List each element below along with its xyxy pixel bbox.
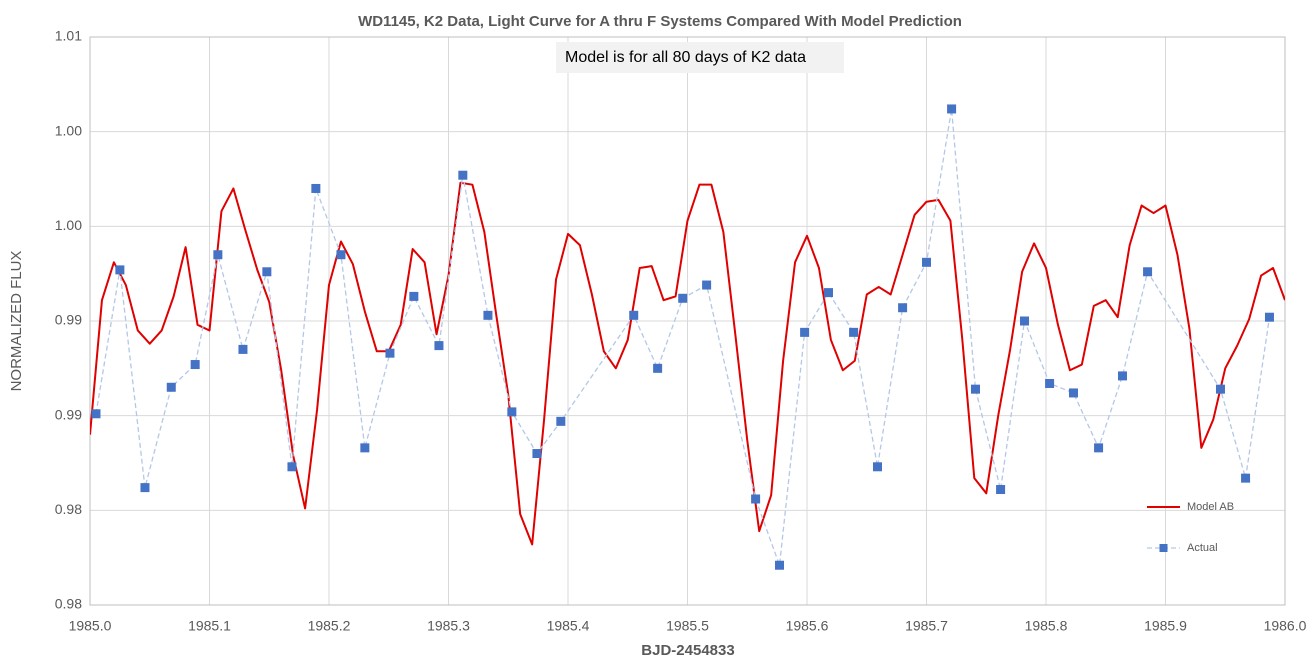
data-point <box>629 310 639 320</box>
data-point <box>238 344 248 354</box>
x-axis-label: BJD-2454833 <box>641 642 734 659</box>
y-tick-label: 1.00 <box>55 217 82 233</box>
data-point <box>1215 384 1225 394</box>
data-point <box>751 494 761 504</box>
data-point <box>898 303 908 313</box>
y-tick-label: 0.99 <box>55 406 82 422</box>
y-axis-label: NORMALIZED FLUX <box>8 251 25 392</box>
data-point <box>1019 316 1029 326</box>
legend-label: Model AB <box>1187 501 1234 513</box>
data-point <box>1045 378 1055 388</box>
data-point <box>1264 312 1274 322</box>
data-point <box>190 360 200 370</box>
x-tick-label: 1985.2 <box>308 618 351 634</box>
data-point <box>507 407 517 417</box>
data-point <box>213 250 223 260</box>
data-point <box>1068 388 1078 398</box>
data-point <box>800 327 810 337</box>
data-point <box>824 288 834 298</box>
data-point <box>556 416 566 426</box>
data-point <box>140 483 150 493</box>
x-tick-label: 1985.7 <box>905 618 948 634</box>
data-point <box>434 341 444 351</box>
model-line <box>90 181 1285 546</box>
annotation: Model is for all 80 days of K2 data <box>565 49 806 66</box>
y-tick-label: 0.98 <box>55 501 82 517</box>
actual-line <box>95 108 1271 566</box>
x-tick-label: 1985.4 <box>547 618 590 634</box>
data-point <box>922 257 931 267</box>
data-point <box>1117 371 1127 381</box>
x-tick-label: 1985.8 <box>1025 618 1068 634</box>
legend-marker <box>1159 544 1168 552</box>
data-point <box>1094 443 1104 453</box>
data-point <box>970 384 980 394</box>
data-point <box>458 170 468 180</box>
x-tick-label: 1985.3 <box>427 618 470 634</box>
data-point <box>532 449 542 459</box>
data-point <box>702 280 712 290</box>
data-point <box>947 104 957 114</box>
y-tick-label: 1.00 <box>55 122 82 138</box>
data-point <box>166 382 176 392</box>
data-point <box>873 462 883 472</box>
data-point <box>91 409 101 419</box>
y-tick-label: 0.99 <box>55 312 82 328</box>
data-point <box>1143 267 1153 277</box>
y-tick-label: 1.01 <box>55 28 82 44</box>
data-point <box>409 291 419 301</box>
data-point <box>775 560 785 570</box>
data-point <box>287 462 297 472</box>
x-tick-label: 1986.0 <box>1264 618 1307 634</box>
x-tick-label: 1985.0 <box>69 618 112 634</box>
legend-label: Actual <box>1187 542 1218 554</box>
data-point <box>262 267 272 277</box>
data-point <box>483 310 493 320</box>
data-point <box>385 348 395 358</box>
plot-border <box>89 36 1286 606</box>
data-point <box>653 363 663 373</box>
data-point <box>336 250 346 260</box>
data-point <box>996 485 1006 495</box>
data-point <box>360 443 370 453</box>
x-tick-label: 1985.1 <box>188 618 231 634</box>
data-point <box>311 183 321 193</box>
y-tick-label: 0.98 <box>55 596 82 612</box>
annotation-box <box>556 42 844 73</box>
data-point <box>115 265 125 275</box>
x-tick-label: 1985.5 <box>666 618 709 634</box>
x-tick-label: 1985.9 <box>1144 618 1187 634</box>
plot-area <box>90 104 1285 570</box>
data-point <box>678 293 688 303</box>
x-tick-label: 1985.6 <box>786 618 829 634</box>
data-point <box>849 327 859 337</box>
chart-title: WD1145, K2 Data, Light Curve for A thru … <box>358 13 962 30</box>
data-point <box>1241 473 1251 483</box>
